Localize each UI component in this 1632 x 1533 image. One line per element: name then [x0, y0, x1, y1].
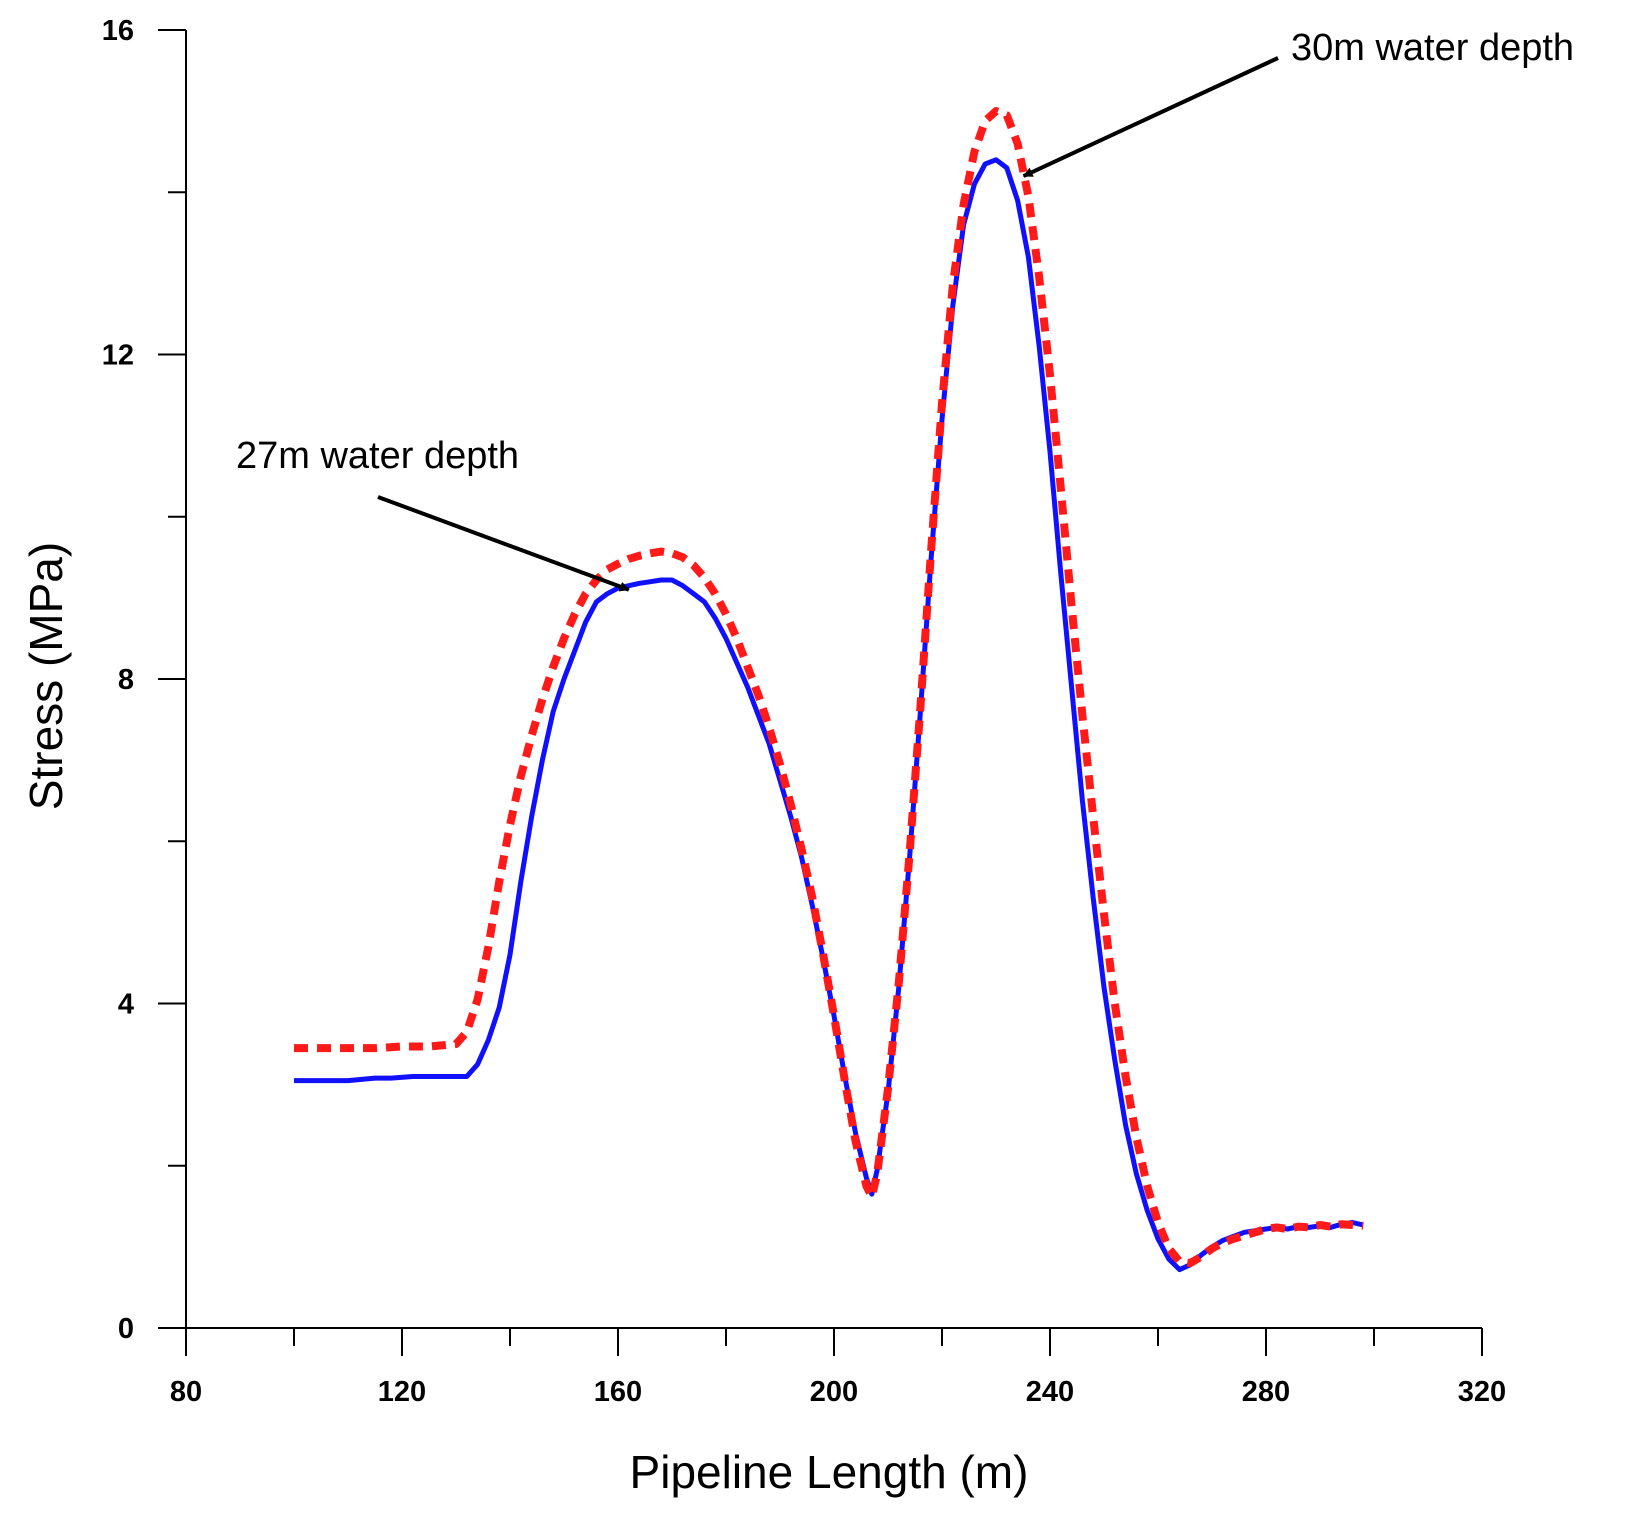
annotation-layer: 27m water depth 30m water depth [236, 27, 1574, 592]
y-tick-label: 0 [118, 1313, 134, 1345]
annotation-arrow-30m-water-depth [1022, 56, 1279, 178]
y-tick-label: 16 [102, 15, 134, 47]
x-tick-label: 120 [378, 1376, 426, 1408]
axes-group: 80 120 160 200 240 280 320 0 4 8 12 16 [102, 15, 1506, 1408]
series-layer [294, 107, 1364, 1273]
annotation-label-30m-water-depth: 30m water depth [1291, 27, 1574, 69]
x-tick-label: 280 [1242, 1376, 1290, 1408]
x-axis-label: Pipeline Length (m) [630, 1446, 1029, 1498]
y-tick-label: 4 [118, 989, 134, 1021]
x-tick-label: 320 [1458, 1376, 1506, 1408]
x-tick-label: 80 [170, 1376, 202, 1408]
y-axis-label: Stress (MPa) [20, 542, 72, 810]
annotation-label-27m-water-depth: 27m water depth [236, 435, 519, 477]
series-line-30m-water-depth [294, 107, 1364, 1268]
y-tick-label: 12 [102, 340, 134, 372]
y-tick-label: 8 [118, 664, 134, 696]
x-tick-label: 160 [594, 1376, 642, 1408]
x-tick-label: 240 [1026, 1376, 1074, 1408]
series-line-27m-water-depth [294, 157, 1364, 1273]
annotation-arrow-27m-water-depth [377, 495, 630, 592]
x-tick-label: 200 [810, 1376, 858, 1408]
